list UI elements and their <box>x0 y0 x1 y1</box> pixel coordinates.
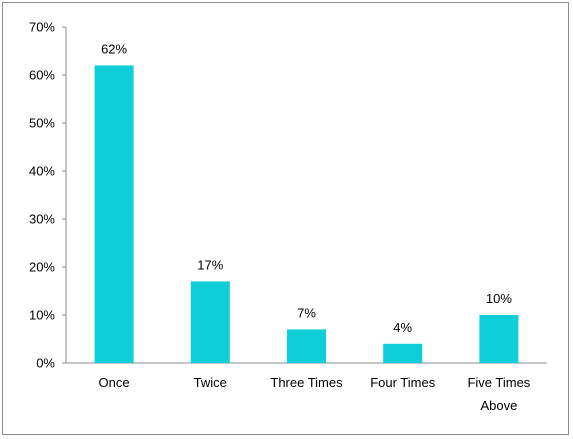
bar <box>94 65 134 364</box>
x-tick-label: Three Times <box>270 375 343 390</box>
bar <box>190 281 230 363</box>
data-label: 4% <box>393 320 412 335</box>
x-tick-label: Above <box>480 398 517 413</box>
x-tick-label: Four Times <box>370 375 436 390</box>
x-tick-label: Twice <box>194 375 227 390</box>
y-tick-label: 20% <box>29 260 55 275</box>
y-tick-label: 10% <box>29 308 55 323</box>
x-tick-labels: Once Twice Three Times Four Times Five Times… <box>99 375 531 413</box>
data-labels: 62% 17% 7% 4% 10% <box>101 41 512 334</box>
bar <box>287 329 326 363</box>
data-label: 17% <box>197 257 223 272</box>
y-tick-label: 50% <box>29 116 55 131</box>
data-label: 7% <box>297 305 316 320</box>
bars <box>94 65 519 364</box>
y-tick-label: 30% <box>29 212 55 227</box>
bar <box>383 343 423 363</box>
y-ticks: 0% 10% 20% 30% 40% 50% 60% 70% <box>29 20 66 371</box>
y-tick-label: 70% <box>29 20 55 35</box>
x-tick-label: Once <box>99 375 130 390</box>
y-tick-label: 0% <box>36 356 55 371</box>
y-tick-label: 60% <box>29 68 55 83</box>
y-tick-label: 40% <box>29 164 55 179</box>
data-label: 10% <box>486 291 512 306</box>
data-label: 62% <box>101 41 127 56</box>
x-tick-label: Five Times <box>467 375 530 390</box>
bar <box>479 315 519 363</box>
